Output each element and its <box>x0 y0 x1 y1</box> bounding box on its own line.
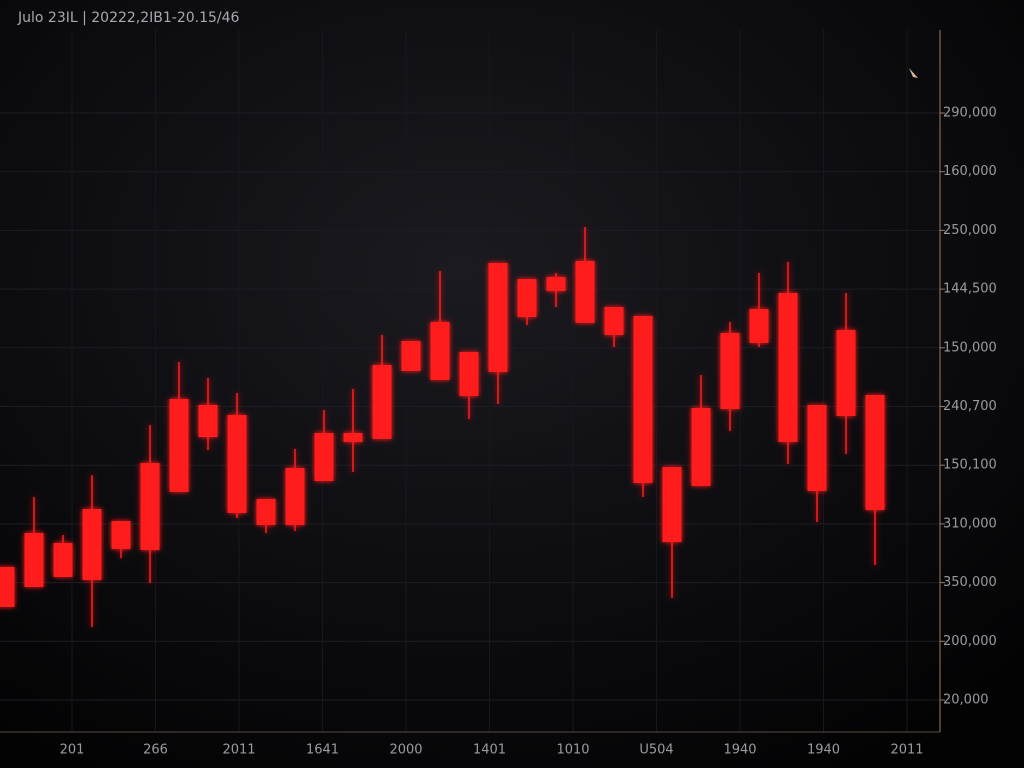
candle-body <box>314 433 334 481</box>
candle-body <box>111 521 131 549</box>
x-tick-label: U504 <box>639 743 673 758</box>
x-tick-label: 1401 <box>473 743 506 758</box>
x-tick-label: 1940 <box>807 743 840 758</box>
candle-body <box>285 468 305 525</box>
x-tick-label: 266 <box>143 743 168 758</box>
candle-body <box>169 399 189 492</box>
candle-body <box>430 322 450 380</box>
candle-body <box>691 408 711 486</box>
candle-body <box>256 499 276 525</box>
y-tick-label: 150,100 <box>943 458 997 473</box>
candle-body <box>459 352 479 396</box>
y-tick-label: 150,000 <box>943 340 997 355</box>
candle-body <box>865 395 885 510</box>
candle-body <box>488 263 508 372</box>
candle-body <box>198 405 218 437</box>
y-tick-label: 350,000 <box>943 575 997 590</box>
y-tick-label: 250,000 <box>943 223 997 238</box>
y-tick-label: 200,000 <box>943 634 997 649</box>
x-tick-label: 1940 <box>723 743 756 758</box>
candle-body <box>343 433 363 442</box>
y-tick-label: 290,000 <box>943 106 997 121</box>
x-tick-label: 2011 <box>890 743 923 758</box>
candle-body <box>749 309 769 343</box>
candle-body <box>140 463 160 550</box>
candle-body <box>720 333 740 409</box>
candle-body <box>604 307 624 335</box>
x-tick-label: 2000 <box>389 743 422 758</box>
y-tick-label: 310,000 <box>943 516 997 531</box>
candle-body <box>0 567 15 607</box>
candle-body <box>401 341 421 371</box>
x-tick-label: 2011 <box>222 743 255 758</box>
candle-body <box>24 533 44 587</box>
candle-body <box>662 467 682 542</box>
candle-body <box>227 415 247 513</box>
grid <box>0 30 940 732</box>
x-tick-label: 201 <box>60 743 85 758</box>
candles <box>0 227 885 627</box>
candle-body <box>633 316 653 483</box>
candle-body <box>807 405 827 491</box>
cursor <box>909 68 918 78</box>
x-tick-label: 1641 <box>306 743 339 758</box>
candle-body <box>53 543 73 577</box>
y-tick-label: 160,000 <box>943 164 997 179</box>
y-tick-label: 144,500 <box>943 282 997 297</box>
candle-body <box>778 293 798 442</box>
y-tick-label: 240,700 <box>943 399 997 414</box>
y-tick-label: 20,000 <box>943 693 989 708</box>
candle-body <box>575 261 595 323</box>
candle-body <box>82 509 102 580</box>
candle-body <box>372 365 392 439</box>
candle-body <box>546 277 566 291</box>
candle-body <box>517 279 537 317</box>
chart-title: Julo 23IL | 20222,2IB1-20.15/46 <box>17 10 240 26</box>
x-tick-label: 1010 <box>556 743 589 758</box>
candle-body <box>836 330 856 416</box>
